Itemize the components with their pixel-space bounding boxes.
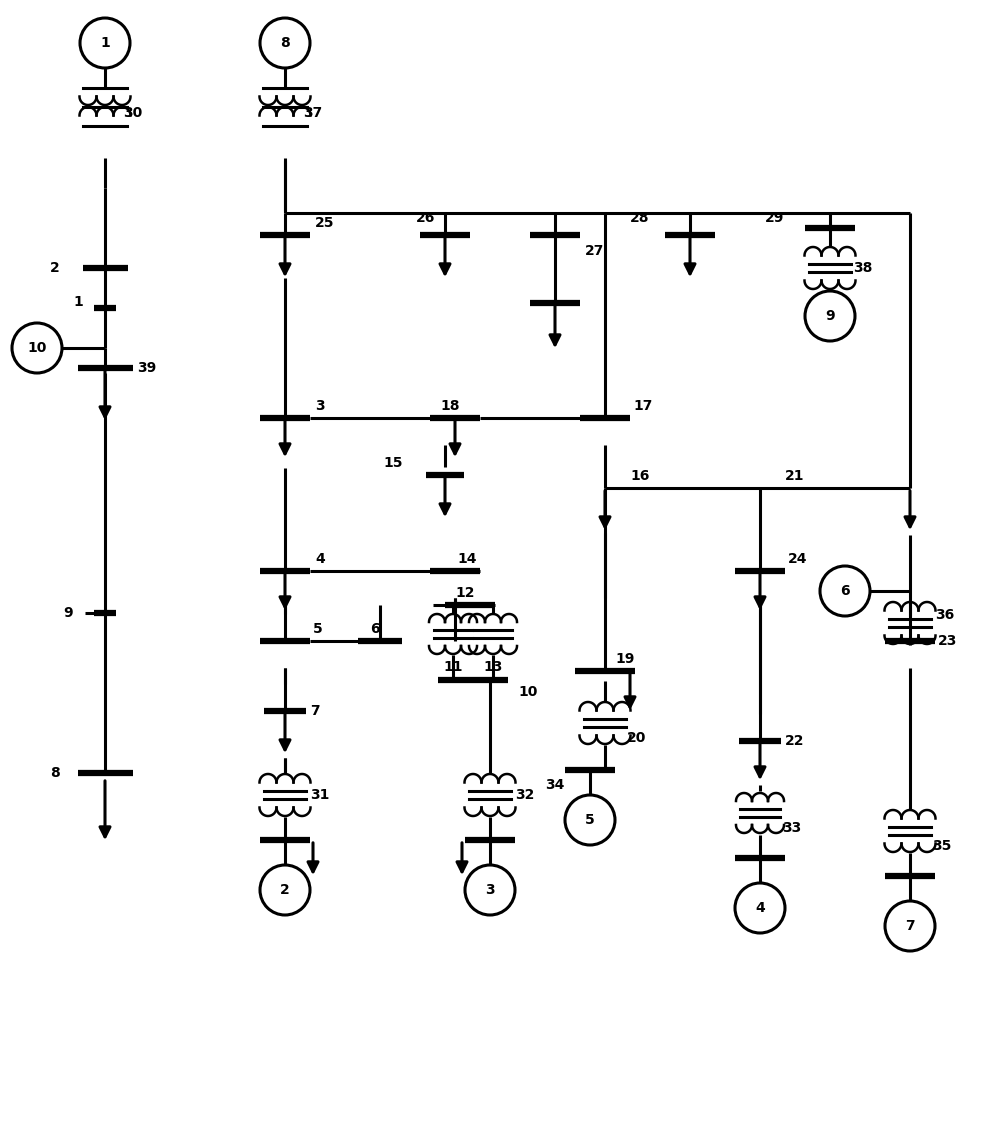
Text: 38: 38 <box>853 261 872 275</box>
Text: 19: 19 <box>615 652 634 666</box>
Text: 6: 6 <box>370 622 380 636</box>
Text: 5: 5 <box>585 813 595 827</box>
Text: 26: 26 <box>416 211 435 225</box>
Text: 10: 10 <box>518 685 537 699</box>
Text: 37: 37 <box>303 106 322 120</box>
Text: 3: 3 <box>315 399 325 413</box>
Text: 29: 29 <box>765 211 785 225</box>
Text: 11: 11 <box>443 660 463 674</box>
Text: 4: 4 <box>755 901 765 915</box>
Text: 20: 20 <box>627 731 646 745</box>
Text: 6: 6 <box>840 584 850 599</box>
Text: 9: 9 <box>63 606 73 620</box>
Text: 14: 14 <box>457 553 476 566</box>
Text: 16: 16 <box>630 469 649 483</box>
Text: 30: 30 <box>123 106 142 120</box>
Text: 18: 18 <box>440 399 460 413</box>
Text: 22: 22 <box>785 734 804 748</box>
Text: 2: 2 <box>50 261 60 275</box>
Text: 8: 8 <box>50 766 60 780</box>
Text: 24: 24 <box>788 553 808 566</box>
Text: 39: 39 <box>137 360 156 375</box>
Text: 31: 31 <box>310 788 329 802</box>
Text: 32: 32 <box>515 788 534 802</box>
Text: 33: 33 <box>782 821 801 836</box>
Text: 17: 17 <box>633 399 652 413</box>
Text: 21: 21 <box>785 469 804 483</box>
Text: 9: 9 <box>825 309 835 323</box>
Text: 4: 4 <box>315 553 325 566</box>
Text: 25: 25 <box>315 216 334 230</box>
Text: 34: 34 <box>545 778 565 792</box>
Text: 7: 7 <box>310 704 320 718</box>
Text: 1: 1 <box>73 295 83 309</box>
Text: 35: 35 <box>932 839 951 853</box>
Text: 10: 10 <box>27 341 47 355</box>
Text: 5: 5 <box>313 622 323 636</box>
Text: 13: 13 <box>483 660 503 674</box>
Text: 8: 8 <box>280 36 290 51</box>
Text: 7: 7 <box>905 919 915 933</box>
Text: 1: 1 <box>100 36 110 51</box>
Text: 3: 3 <box>485 883 495 897</box>
Text: 2: 2 <box>280 883 290 897</box>
Text: 27: 27 <box>585 244 604 258</box>
Text: 15: 15 <box>384 456 403 471</box>
Text: 36: 36 <box>935 608 954 622</box>
Text: 23: 23 <box>938 634 957 648</box>
Text: 28: 28 <box>630 211 650 225</box>
Text: 12: 12 <box>455 586 475 600</box>
